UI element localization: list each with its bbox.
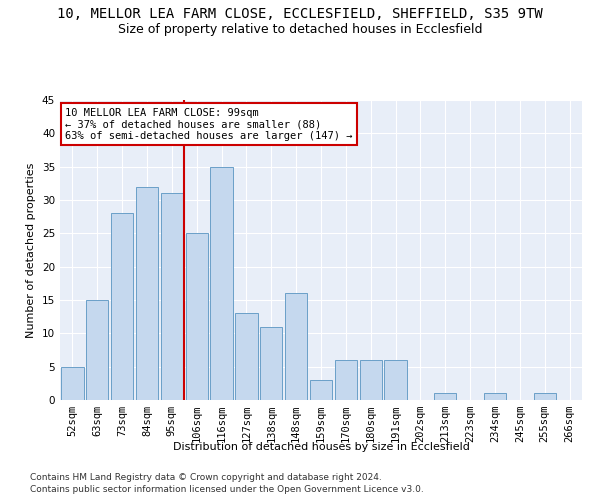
Y-axis label: Number of detached properties: Number of detached properties — [26, 162, 37, 338]
Bar — [260, 326, 283, 400]
Bar — [385, 360, 407, 400]
Bar — [310, 380, 332, 400]
Bar — [533, 394, 556, 400]
Bar — [161, 194, 183, 400]
Text: Distribution of detached houses by size in Ecclesfield: Distribution of detached houses by size … — [173, 442, 469, 452]
Bar — [484, 394, 506, 400]
Bar — [185, 234, 208, 400]
Text: Contains public sector information licensed under the Open Government Licence v3: Contains public sector information licen… — [30, 485, 424, 494]
Bar — [335, 360, 357, 400]
Bar — [285, 294, 307, 400]
Bar — [111, 214, 133, 400]
Text: Contains HM Land Registry data © Crown copyright and database right 2024.: Contains HM Land Registry data © Crown c… — [30, 472, 382, 482]
Text: 10, MELLOR LEA FARM CLOSE, ECCLESFIELD, SHEFFIELD, S35 9TW: 10, MELLOR LEA FARM CLOSE, ECCLESFIELD, … — [57, 8, 543, 22]
Bar — [434, 394, 457, 400]
Bar — [61, 366, 83, 400]
Bar — [211, 166, 233, 400]
Bar — [359, 360, 382, 400]
Bar — [136, 186, 158, 400]
Bar — [86, 300, 109, 400]
Text: 10 MELLOR LEA FARM CLOSE: 99sqm
← 37% of detached houses are smaller (88)
63% of: 10 MELLOR LEA FARM CLOSE: 99sqm ← 37% of… — [65, 108, 353, 140]
Text: Size of property relative to detached houses in Ecclesfield: Size of property relative to detached ho… — [118, 22, 482, 36]
Bar — [235, 314, 257, 400]
